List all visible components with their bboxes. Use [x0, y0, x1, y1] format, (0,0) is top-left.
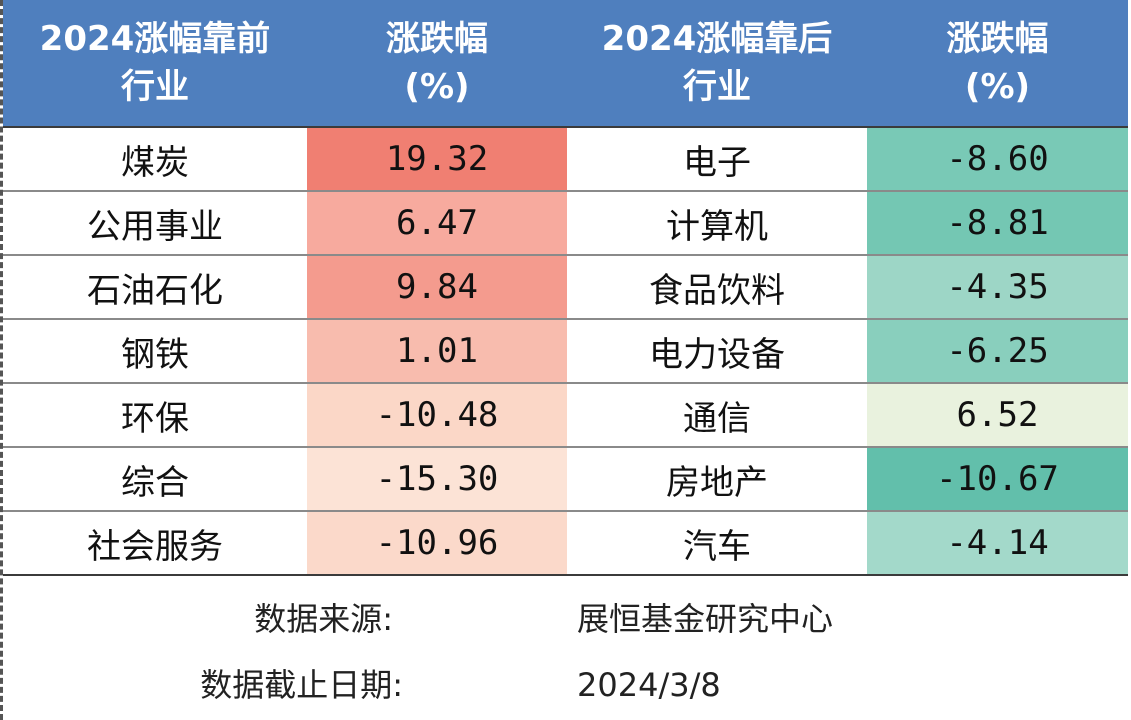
- top-change-cell: 9.84: [307, 255, 567, 320]
- top-industry-cell: 石油石化: [3, 255, 307, 320]
- bottom-industry-cell: 电力设备: [567, 319, 867, 384]
- bottom-change-cell: -10.67: [867, 447, 1128, 512]
- bottom-change-cell: -4.35: [867, 255, 1128, 320]
- source-value: 展恒基金研究中心: [577, 600, 834, 638]
- bottom-industry-cell: 通信: [567, 383, 867, 448]
- header-top-change: 涨跌幅 (%): [307, 0, 567, 128]
- header-bottom-change: 涨跌幅 (%): [867, 0, 1128, 128]
- bottom-change-cell: -8.60: [867, 127, 1128, 192]
- table-row: 煤炭 19.32 电子 -8.60: [3, 127, 1128, 192]
- source-label: 数据来源:: [254, 600, 393, 638]
- top-change-cell: -15.30: [307, 447, 567, 512]
- table-row: 社会服务 -10.96 汽车 -4.14: [3, 511, 1128, 576]
- top-change-cell: 1.01: [307, 319, 567, 384]
- table-header-row: 2024涨幅靠前 行业 涨跌幅 (%) 2024涨幅靠后 行业 涨跌幅 (%): [3, 0, 1128, 128]
- table-row: 环保 -10.48 通信 6.52: [3, 383, 1128, 448]
- date-row: 数据截止日期: 2024/3/8: [3, 660, 1128, 710]
- bottom-change-cell: -8.81: [867, 191, 1128, 256]
- top-industry-cell: 公用事业: [3, 191, 307, 256]
- header-bottom-industry: 2024涨幅靠后 行业: [567, 0, 867, 128]
- date-label: 数据截止日期:: [200, 666, 403, 704]
- date-value: 2024/3/8: [577, 666, 721, 704]
- bottom-industry-cell: 房地产: [567, 447, 867, 512]
- top-industry-cell: 煤炭: [3, 127, 307, 192]
- bottom-industry-cell: 食品饮料: [567, 255, 867, 320]
- top-change-cell: -10.48: [307, 383, 567, 448]
- top-change-cell: 6.47: [307, 191, 567, 256]
- bottom-industry-cell: 电子: [567, 127, 867, 192]
- top-industry-cell: 综合: [3, 447, 307, 512]
- table-row: 钢铁 1.01 电力设备 -6.25: [3, 319, 1128, 384]
- header-top-industry: 2024涨幅靠前 行业: [3, 0, 307, 128]
- bottom-change-cell: -4.14: [867, 511, 1128, 576]
- top-change-cell: 19.32: [307, 127, 567, 192]
- bottom-industry-cell: 汽车: [567, 511, 867, 576]
- bottom-change-cell: -6.25: [867, 319, 1128, 384]
- top-industry-cell: 社会服务: [3, 511, 307, 576]
- table-row: 石油石化 9.84 食品饮料 -4.35: [3, 255, 1128, 320]
- top-industry-cell: 环保: [3, 383, 307, 448]
- source-row: 数据来源: 展恒基金研究中心: [3, 594, 1128, 644]
- bottom-change-cell: 6.52: [867, 383, 1128, 448]
- table-row: 公用事业 6.47 计算机 -8.81: [3, 191, 1128, 256]
- bottom-industry-cell: 计算机: [567, 191, 867, 256]
- table-row: 综合 -15.30 房地产 -10.67: [3, 447, 1128, 512]
- top-change-cell: -10.96: [307, 511, 567, 576]
- top-industry-cell: 钢铁: [3, 319, 307, 384]
- industry-change-table: 2024涨幅靠前 行业 涨跌幅 (%) 2024涨幅靠后 行业 涨跌幅 (%) …: [3, 0, 1128, 576]
